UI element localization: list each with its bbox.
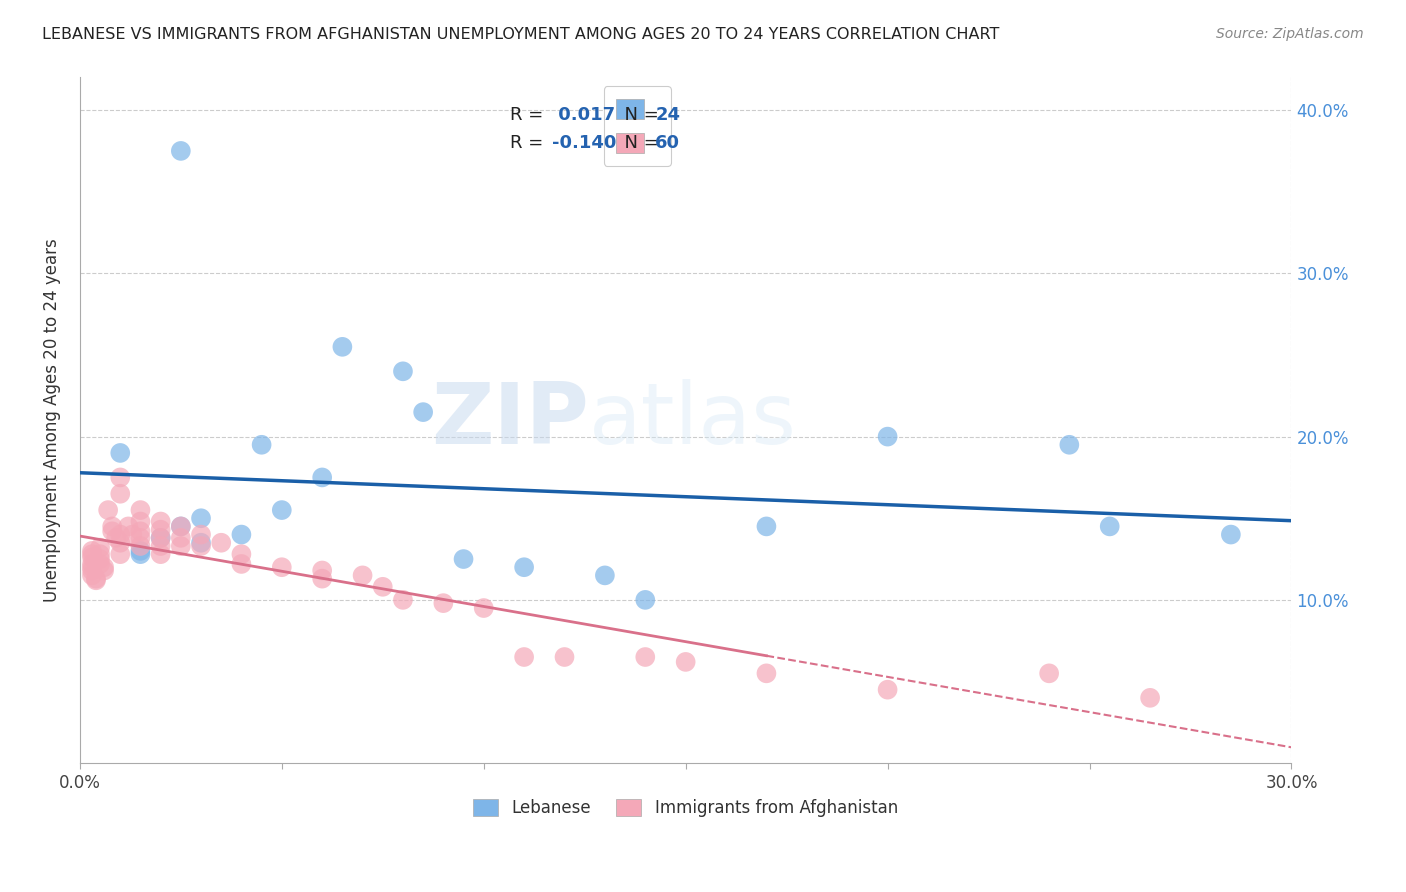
Point [149,515,172,529]
Point [876,429,898,443]
Point [250,438,273,452]
Point [80,568,103,582]
Point [392,592,415,607]
Point [129,539,152,553]
Point [80,564,103,578]
Point [80,560,103,574]
Point [170,531,193,545]
Point [105,531,128,545]
Point [311,572,333,586]
Point [412,405,434,419]
Point [110,487,132,501]
Point [1219,527,1241,541]
Point [1038,666,1060,681]
Point [97,503,120,517]
Point [110,547,132,561]
Text: ZIP: ZIP [432,379,589,462]
Point [170,519,193,533]
Point [1098,519,1121,533]
Point [190,539,212,553]
Point [117,519,139,533]
Point [634,592,657,607]
Text: 24: 24 [655,106,681,124]
Y-axis label: Unemployment Among Ages 20 to 24 years: Unemployment Among Ages 20 to 24 years [44,238,60,602]
Point [472,601,495,615]
Text: -0.140: -0.140 [553,134,617,152]
Point [675,655,697,669]
Point [352,568,374,582]
Text: N =: N = [613,106,665,124]
Point [755,519,778,533]
Point [149,547,172,561]
Text: 60: 60 [655,134,681,152]
Point [231,527,253,541]
Text: atlas: atlas [589,379,797,462]
Point [121,527,143,541]
Point [80,544,103,558]
Point [1139,690,1161,705]
Point [80,550,103,565]
Point [93,560,115,574]
Text: R =: R = [510,106,548,124]
Point [110,446,132,460]
Point [129,515,152,529]
Point [755,666,778,681]
Point [101,524,124,539]
Point [190,527,212,541]
Point [371,580,394,594]
Point [311,564,333,578]
Point [209,535,232,549]
Point [101,519,124,533]
Point [513,650,536,665]
Point [332,340,354,354]
Point [270,560,292,574]
Point [93,564,115,578]
Text: N =: N = [613,134,665,152]
Point [110,535,132,549]
Point [89,541,111,555]
Point [231,547,253,561]
Point [80,547,103,561]
Legend: Lebanese, Immigrants from Afghanistan: Lebanese, Immigrants from Afghanistan [467,792,904,823]
Point [129,531,152,545]
Point [553,650,575,665]
Point [129,544,152,558]
Point [1059,438,1081,452]
Point [634,650,657,665]
Point [149,531,172,545]
Point [84,574,107,588]
Point [84,572,107,586]
Point [190,535,212,549]
Point [392,364,415,378]
Point [231,557,253,571]
Point [110,527,132,541]
Point [593,568,616,582]
Point [89,557,111,571]
Point [513,560,536,574]
Text: Source: ZipAtlas.com: Source: ZipAtlas.com [1216,27,1364,41]
Point [170,539,193,553]
Point [89,552,111,566]
Point [80,557,103,571]
Point [432,596,454,610]
Text: LEBANESE VS IMMIGRANTS FROM AFGHANISTAN UNEMPLOYMENT AMONG AGES 20 TO 24 YEARS C: LEBANESE VS IMMIGRANTS FROM AFGHANISTAN … [42,27,1000,42]
Point [89,547,111,561]
Point [129,524,152,539]
Point [129,503,152,517]
Point [170,144,193,158]
Point [149,539,172,553]
Point [270,503,292,517]
Text: 0.017: 0.017 [553,106,616,124]
Point [453,552,475,566]
Point [170,519,193,533]
Point [129,547,152,561]
Point [149,531,172,545]
Point [149,523,172,537]
Point [311,470,333,484]
Point [110,470,132,484]
Point [190,511,212,525]
Text: R =: R = [510,134,548,152]
Point [876,682,898,697]
